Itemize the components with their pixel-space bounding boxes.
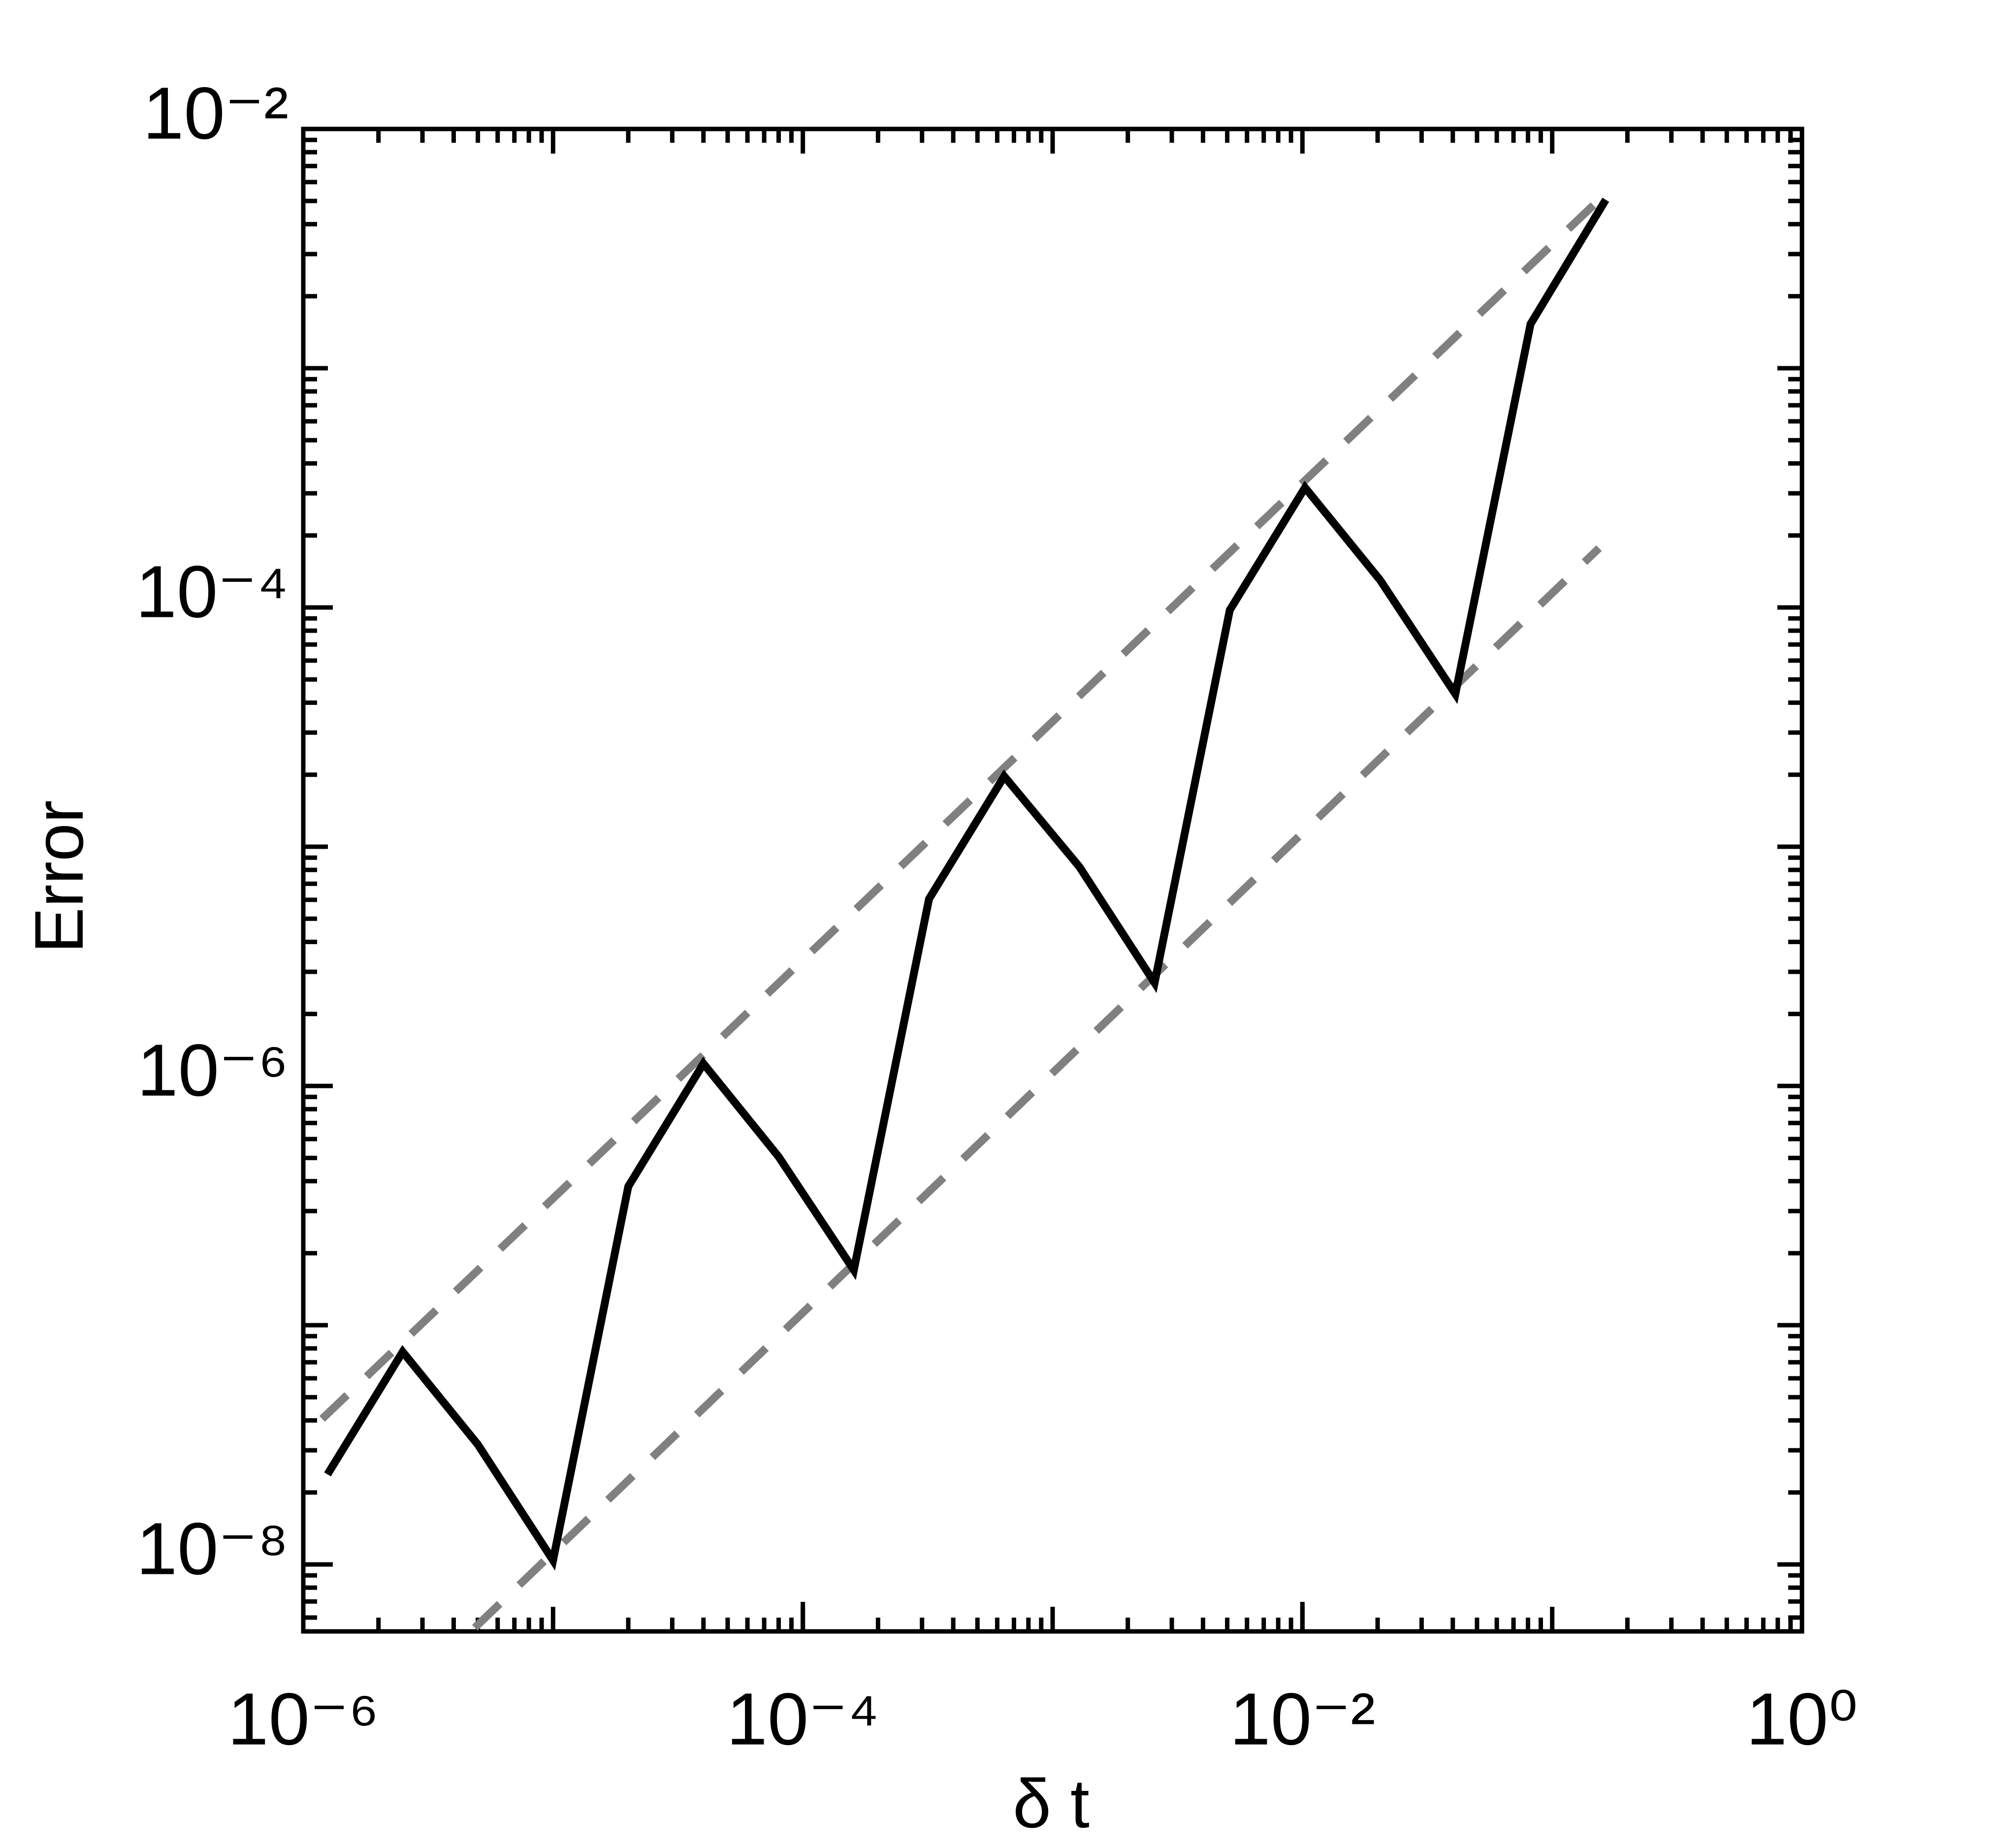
- y-axis-label: Error: [20, 800, 97, 953]
- y-tick-label: 10⁻²: [143, 72, 289, 155]
- y-tick-label: 10⁻⁸: [136, 1507, 289, 1590]
- x-tick-label: 10⁻⁶: [227, 1678, 379, 1760]
- y-tick-label: 10⁻⁴: [136, 550, 289, 633]
- x-tick-label: 10⁰: [1746, 1678, 1858, 1760]
- reference-line: [472, 545, 1602, 1631]
- reference-line: [319, 197, 1602, 1422]
- y-tick-label: 10⁻⁶: [137, 1029, 289, 1112]
- x-tick-label: 10⁻²: [1229, 1678, 1375, 1760]
- plot-frame: [301, 127, 1804, 1634]
- x-tick-label: 10⁻⁴: [726, 1678, 879, 1760]
- x-axis-label: δ t: [1013, 1765, 1090, 1842]
- data-line: [324, 197, 1609, 1571]
